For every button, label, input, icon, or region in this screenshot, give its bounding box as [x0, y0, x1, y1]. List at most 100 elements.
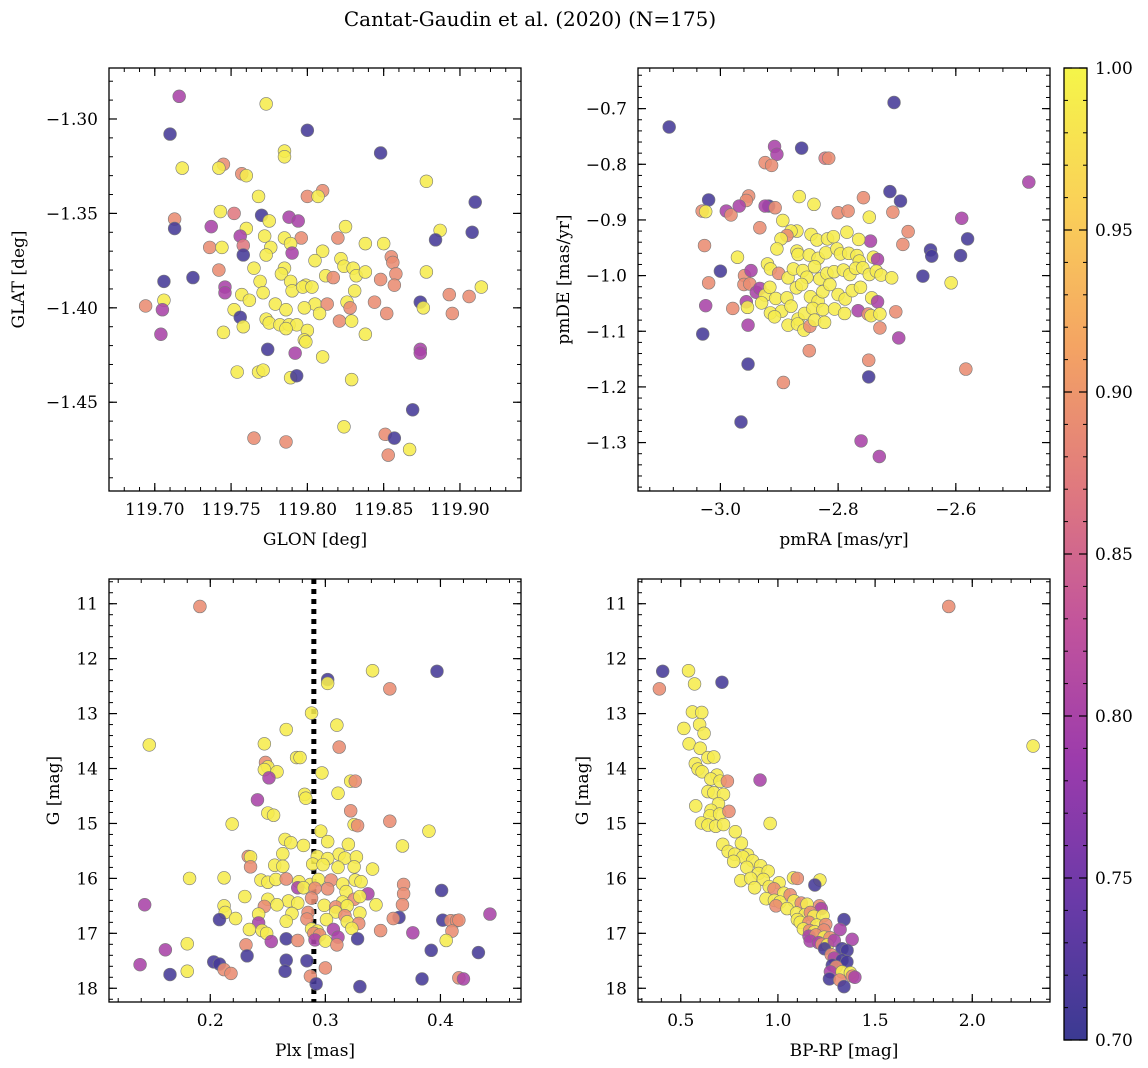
data-point [277, 150, 292, 164]
data-point [870, 295, 885, 309]
data-point [741, 318, 755, 332]
data-point [465, 225, 479, 239]
data-point [300, 954, 314, 968]
data-point [332, 740, 346, 754]
y-tick-label: −1.3 [586, 434, 627, 454]
data-point [808, 878, 822, 892]
data-point [308, 253, 322, 268]
data-point [386, 911, 400, 926]
data-point [343, 301, 357, 315]
data-point [424, 943, 438, 958]
data-point [416, 301, 431, 315]
y-tick-label: 11 [76, 595, 98, 615]
data-point [1026, 739, 1040, 753]
y-axis-label: GLAT [deg] [9, 230, 29, 328]
data-point [776, 375, 791, 390]
data-point [180, 937, 194, 951]
data-point [695, 705, 709, 720]
data-point [212, 161, 226, 175]
data-point [172, 89, 186, 104]
data-point [873, 307, 887, 321]
data-point [854, 434, 868, 448]
data-point [827, 933, 841, 948]
data-point [257, 229, 272, 243]
y-tick-label: 14 [76, 760, 98, 780]
data-point [791, 247, 805, 262]
data-point [689, 799, 703, 813]
data-point [163, 127, 177, 141]
data-point [228, 911, 243, 926]
data-point [893, 194, 908, 208]
data-point [840, 225, 854, 239]
data-point [309, 977, 323, 991]
data-point [886, 205, 900, 219]
y-tick-label: −1.45 [46, 393, 98, 413]
data-point [381, 448, 395, 462]
data-point [896, 237, 910, 252]
data-point [768, 201, 782, 215]
data-point [247, 261, 261, 275]
x-tick-label: 0.4 [427, 1011, 454, 1031]
data-point [276, 846, 290, 861]
scatter-points [652, 599, 1040, 994]
data-point [373, 146, 388, 160]
data-point [262, 771, 276, 785]
data-point [837, 979, 851, 994]
data-point [960, 232, 975, 246]
y-tick-label: 17 [76, 924, 98, 944]
data-point [316, 857, 330, 872]
data-point [291, 214, 305, 228]
y-tick-label: 13 [605, 705, 627, 725]
data-point [204, 219, 218, 234]
data-point [770, 242, 784, 256]
data-point [698, 204, 713, 219]
colorbar-tick-label: 1.00 [1095, 59, 1133, 79]
data-point [138, 299, 153, 313]
data-point [386, 255, 400, 270]
plot-area [109, 68, 521, 491]
data-point [239, 168, 254, 183]
x-tick-label: 119.75 [201, 500, 260, 520]
data-point [193, 599, 207, 614]
data-point [167, 221, 182, 236]
data-point [373, 272, 388, 287]
data-point [732, 199, 746, 213]
x-tick-label: 0.3 [312, 1011, 339, 1031]
data-point [279, 435, 293, 449]
data-point [959, 362, 973, 376]
data-point [442, 287, 456, 302]
data-point [662, 120, 676, 134]
data-point [823, 277, 837, 292]
y-tick-label: 13 [76, 705, 98, 725]
y-tick-label: 12 [605, 650, 627, 670]
data-point [406, 926, 420, 940]
data-point [279, 321, 293, 336]
data-point [794, 141, 809, 155]
data-point [837, 306, 852, 321]
data-point [471, 945, 486, 960]
data-point [734, 415, 748, 429]
data-point [387, 278, 402, 292]
colorbar-tick-label: 0.70 [1095, 1031, 1133, 1051]
data-point [212, 263, 226, 277]
data-point [341, 837, 356, 852]
data-point [358, 265, 373, 279]
data-point [203, 240, 217, 255]
data-point [279, 872, 293, 886]
data-point [807, 197, 821, 212]
y-tick-label: 18 [76, 979, 98, 999]
data-point [862, 370, 876, 384]
data-point [289, 369, 304, 383]
data-point [293, 750, 307, 765]
data-point [422, 824, 436, 838]
data-point [256, 363, 270, 377]
data-point [419, 174, 434, 189]
data-point [266, 808, 281, 822]
data-point [270, 898, 284, 912]
data-point [288, 346, 302, 360]
y-axis-label: G [mag] [573, 756, 593, 825]
data-point [247, 431, 261, 445]
data-point [315, 766, 329, 780]
data-point [274, 267, 289, 281]
